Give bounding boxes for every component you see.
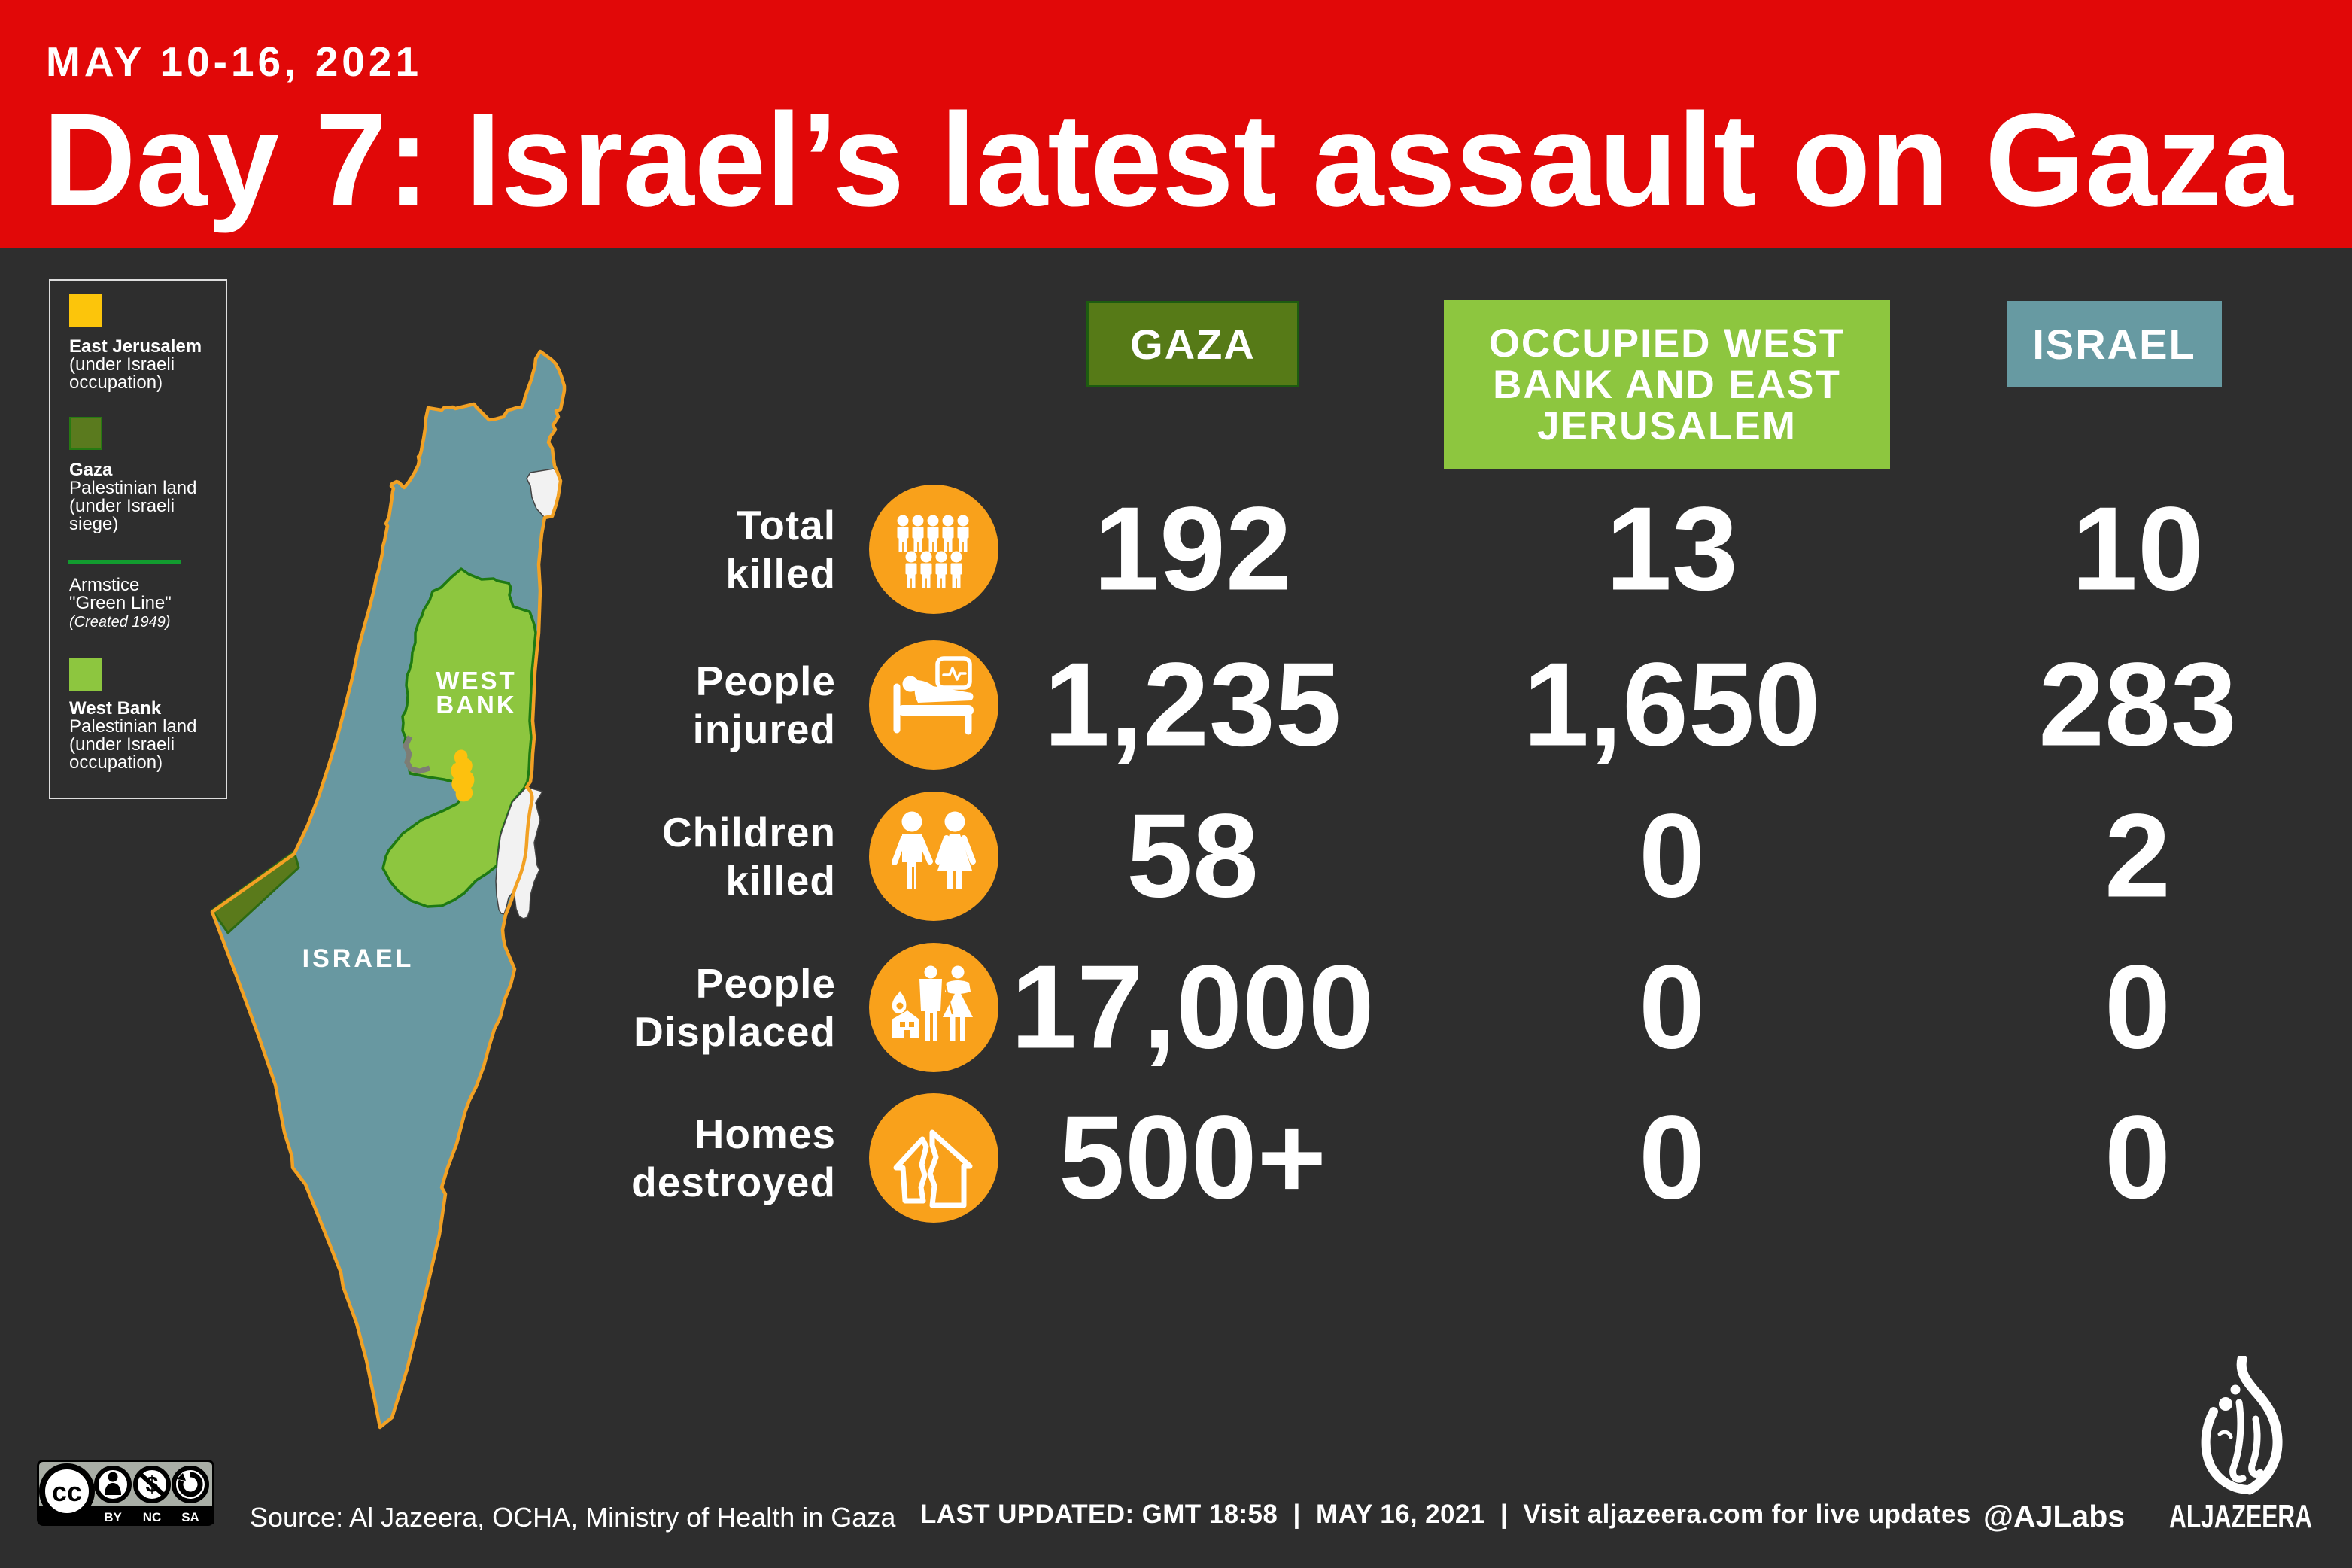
svg-text:NC: NC	[143, 1510, 162, 1524]
svg-text:WEST: WEST	[436, 667, 516, 694]
svg-text:cc: cc	[52, 1476, 82, 1507]
svg-text:SA: SA	[181, 1510, 199, 1524]
svg-text:BANK: BANK	[436, 691, 516, 719]
svg-text:ISRAEL: ISRAEL	[302, 944, 415, 973]
svg-text:BY: BY	[104, 1510, 122, 1524]
